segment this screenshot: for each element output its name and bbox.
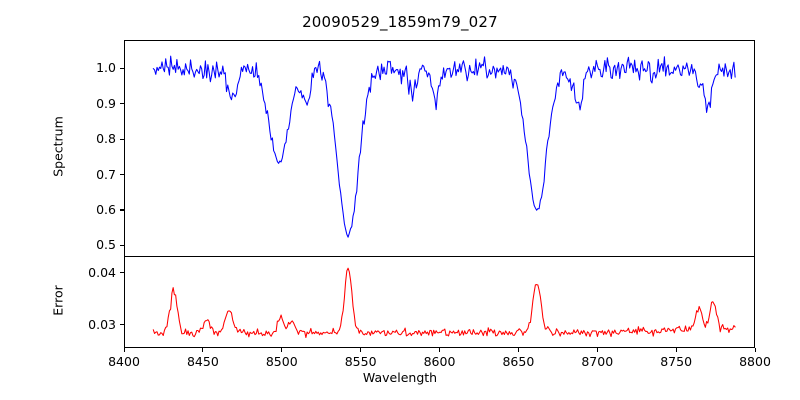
x-tick-label: 8800 (739, 354, 771, 369)
x-tick-mark (202, 348, 204, 352)
spectrum-y-tick-label: 1.0 (96, 60, 116, 76)
x-tick-mark (754, 348, 756, 352)
x-axis-label: Wavelength (362, 370, 438, 385)
spectrum-y-tick-mark (120, 103, 124, 105)
figure-title: 20090529_1859m79_027 (302, 13, 498, 31)
spectrum-y-tick-label: 0.6 (96, 201, 116, 217)
error-y-tick-label: 0.03 (88, 316, 116, 332)
error-y-tick-mark (120, 324, 124, 326)
error-trace (153, 268, 735, 337)
error-y-tick-mark (120, 272, 124, 274)
spectrum-axis-label: Spectrum (50, 116, 66, 177)
spectrum-y-tick-mark (120, 138, 124, 140)
spectrum-y-tick-mark (120, 209, 124, 211)
error-y-tick-label: 0.04 (88, 264, 116, 280)
x-tick-label: 8600 (423, 354, 456, 369)
x-tick-mark (281, 348, 283, 352)
x-tick-mark (439, 348, 441, 352)
spectrum-y-tick-label: 0.9 (96, 95, 116, 111)
spectrum-y-tick-mark (120, 67, 124, 69)
x-tick-mark (360, 348, 362, 352)
x-tick-label: 8650 (502, 354, 535, 369)
spectrum-y-tick-label: 0.7 (96, 166, 116, 182)
x-tick-label: 8400 (108, 354, 140, 369)
x-tick-mark (517, 348, 519, 352)
x-tick-label: 8700 (581, 354, 614, 369)
x-tick-label: 8550 (344, 354, 377, 369)
spectrum-panel (124, 40, 755, 256)
x-tick-label: 8750 (660, 354, 693, 369)
error-plot-area (125, 257, 754, 347)
x-tick-label: 8450 (186, 354, 219, 369)
spectrum-plot-area (125, 41, 754, 256)
error-panel (124, 256, 755, 348)
spectrum-y-tick-label: 0.5 (96, 237, 116, 253)
x-tick-mark (123, 348, 125, 352)
spectrum-y-tick-mark (120, 174, 124, 176)
error-axis-label: Error (50, 285, 66, 316)
spectrum-y-tick-label: 0.8 (96, 131, 116, 147)
x-tick-mark (596, 348, 598, 352)
x-tick-mark (675, 348, 677, 352)
spectrum-y-tick-mark (120, 244, 124, 246)
x-tick-label: 8500 (265, 354, 298, 369)
spectrum-trace (153, 56, 735, 237)
